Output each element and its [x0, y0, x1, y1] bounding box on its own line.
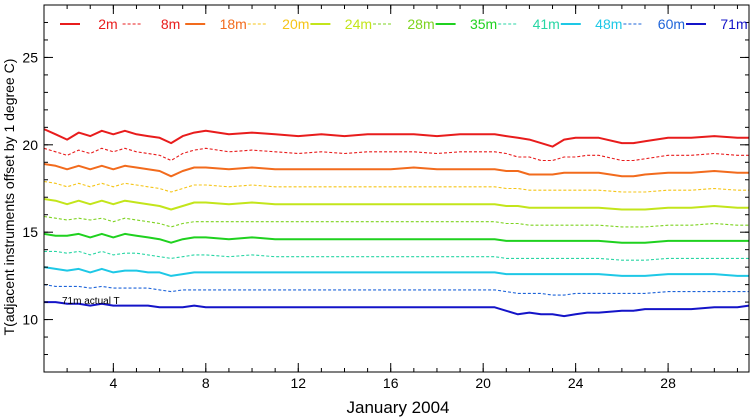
series-line-18m	[43, 163, 749, 178]
x-axis-title: January 2004	[346, 398, 449, 417]
legend-label-48m: 48m	[595, 16, 622, 32]
y-tick-label: 15	[22, 224, 38, 240]
series-line-8m	[43, 147, 749, 162]
series-line-60m	[43, 284, 749, 296]
x-tick-label: 16	[383, 375, 399, 391]
series-line-48m	[43, 266, 749, 277]
y-tick-label: 25	[22, 49, 38, 65]
legend-label-41m: 41m	[533, 16, 560, 32]
plot-frame	[43, 4, 750, 373]
series-line-28m	[43, 215, 749, 228]
y-tick-label: 10	[22, 312, 38, 328]
x-tick-label: 20	[475, 375, 491, 391]
series-line-35m	[43, 232, 749, 244]
legend-label-60m: 60m	[658, 16, 685, 32]
series-line-24m	[43, 198, 749, 211]
series-line-71m	[44, 301, 750, 318]
axes: 4 8 12 16 20 24 28 10 15 20 25	[22, 4, 750, 391]
x-tick-label: 24	[568, 375, 584, 391]
series-line-2m	[43, 128, 749, 148]
legend: 2m 8m 18m 20m 24m 28m 35m 41m 48m 60m 71m	[60, 16, 748, 32]
y-tick-label: 20	[22, 137, 38, 153]
legend-label-28m: 28m	[407, 16, 434, 32]
x-tick-label: 8	[202, 375, 210, 391]
x-tick-label: 12	[290, 375, 306, 391]
legend-label-71m: 71m	[720, 16, 747, 32]
legend-label-2m: 2m	[98, 16, 117, 32]
legend-label-35m: 35m	[470, 16, 497, 32]
annotation-71m-actual: 71m actual T	[62, 296, 120, 307]
legend-label-18m: 18m	[220, 16, 247, 32]
legend-label-20m: 20m	[282, 16, 309, 32]
series-line-41m	[44, 250, 749, 261]
x-tick-label: 28	[660, 375, 676, 391]
y-axis-title: T(adjacent instruments offset by 1 degre…	[1, 59, 17, 336]
series-line-20m	[43, 180, 749, 193]
legend-label-24m: 24m	[345, 16, 372, 32]
legend-label-8m: 8m	[161, 16, 180, 32]
x-tick-label: 4	[109, 375, 117, 391]
series-lines	[43, 128, 750, 318]
